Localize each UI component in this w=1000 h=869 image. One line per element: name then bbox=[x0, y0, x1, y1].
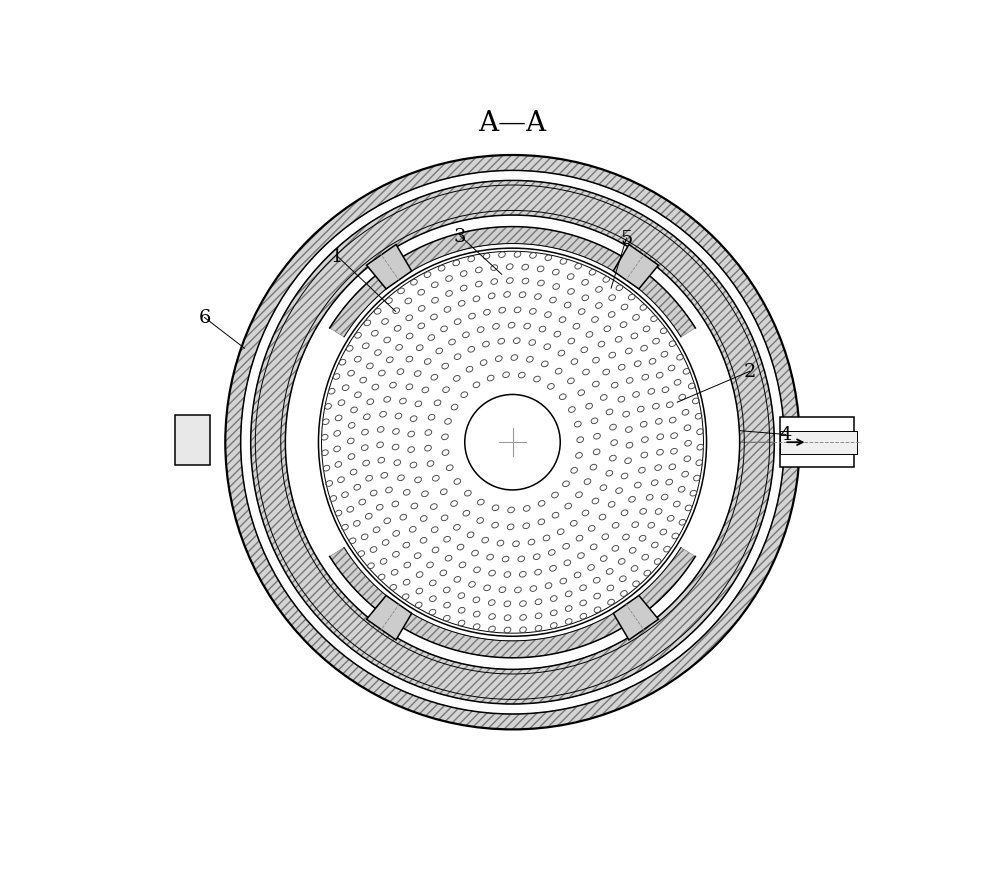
Polygon shape bbox=[613, 245, 658, 289]
Polygon shape bbox=[613, 596, 658, 640]
Bar bbox=[780, 431, 857, 454]
Polygon shape bbox=[251, 182, 774, 704]
Text: A—A: A—A bbox=[478, 110, 547, 137]
Text: 5: 5 bbox=[620, 230, 633, 248]
Polygon shape bbox=[330, 547, 695, 658]
Bar bbox=[175, 415, 210, 466]
Polygon shape bbox=[367, 245, 412, 289]
Text: 2: 2 bbox=[743, 363, 756, 381]
Polygon shape bbox=[225, 156, 800, 730]
Polygon shape bbox=[367, 596, 412, 640]
Text: 1: 1 bbox=[331, 248, 343, 266]
Text: 4: 4 bbox=[780, 426, 792, 444]
Bar bbox=[780, 418, 854, 468]
Polygon shape bbox=[330, 228, 695, 337]
Text: 3: 3 bbox=[454, 228, 466, 246]
Text: 6: 6 bbox=[198, 309, 211, 327]
